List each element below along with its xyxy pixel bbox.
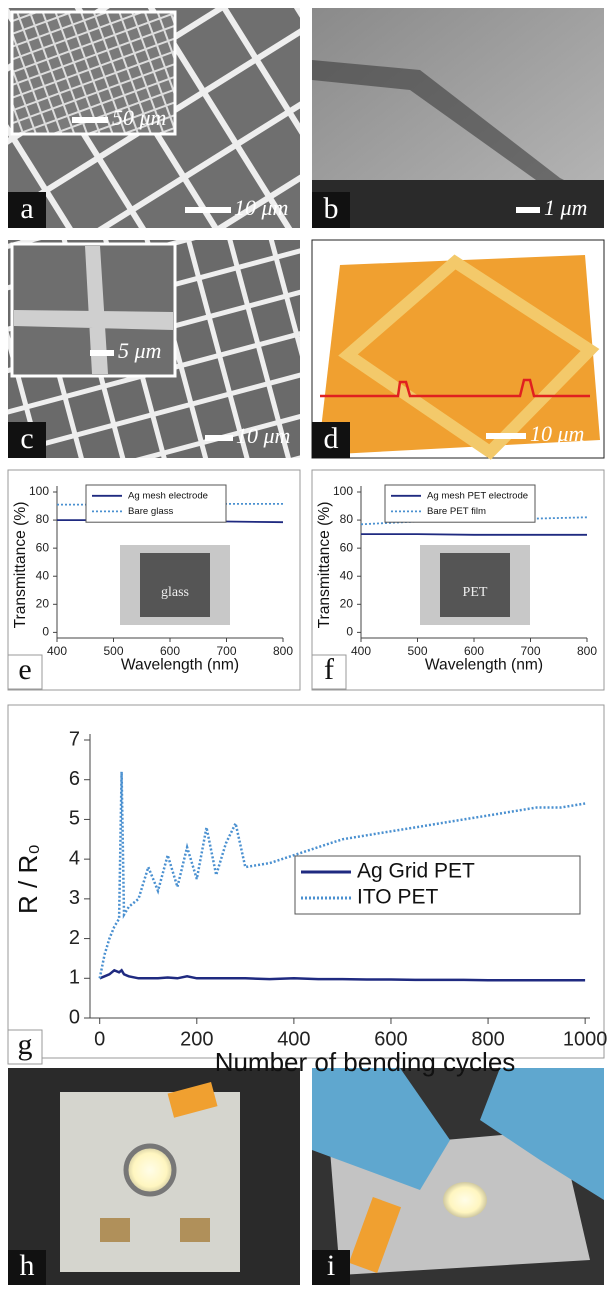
y-tick-label: 7 (69, 728, 80, 750)
x-tick-label: 200 (180, 1028, 213, 1050)
x-tick-label: 600 (464, 644, 484, 658)
y-axis-label: Transmittance (%) (316, 502, 333, 629)
scale-label: 10 μm (530, 421, 584, 446)
pad (100, 1218, 130, 1242)
oled (443, 1182, 487, 1218)
x-tick-label: 800 (577, 644, 597, 658)
x-tick-label: 400 (47, 644, 67, 658)
line (361, 534, 587, 535)
panel-label: i (327, 1249, 335, 1282)
line (100, 970, 585, 980)
panel-b: 1 μm b (312, 8, 604, 228)
panel-d: 10 μm d (312, 240, 604, 458)
photo-text: glass (161, 585, 189, 600)
panel-i: i (312, 1068, 604, 1285)
y-tick-label: 20 (36, 596, 50, 610)
y-tick-label: 4 (69, 847, 80, 869)
panel-h: h (8, 1068, 300, 1285)
scale-bar (486, 433, 526, 439)
x-tick-label: 400 (351, 644, 371, 658)
scale-bar (205, 435, 233, 441)
y-tick-label: 1 (69, 967, 80, 989)
scale-label: 1 μm (544, 195, 587, 220)
panel-label: d (324, 422, 339, 455)
y-tick-label: 2 (69, 927, 80, 949)
y-tick-label: 0 (346, 625, 353, 639)
panel-label: h (20, 1249, 35, 1282)
oled (126, 1146, 174, 1194)
panel-label: b (324, 192, 339, 225)
y-tick-label: 20 (340, 596, 354, 610)
y-tick-label: 5 (69, 808, 80, 830)
y-tick-label: 6 (69, 768, 80, 790)
y-tick-label: 0 (42, 625, 49, 639)
y-axis-label: R / R₀ (13, 844, 43, 914)
y-tick-label: 3 (69, 887, 80, 909)
x-tick-label: 500 (103, 644, 123, 658)
body: 50 μm 10 μm a 1 μm b 5 μm 10 μm c 10 μm … (0, 0, 609, 1285)
legend-label: Bare glass (128, 506, 174, 517)
panel-c: 5 μm 10 μm c (8, 240, 300, 458)
photo-text: PET (463, 585, 488, 600)
y-tick-label: 100 (333, 484, 353, 498)
panel-label: a (20, 192, 33, 225)
scale-bar (516, 207, 540, 213)
y-axis-label: Transmittance (%) (12, 502, 29, 629)
scale-bar (185, 207, 231, 213)
pad (180, 1218, 210, 1242)
legend-label: Ag mesh electrode (128, 490, 208, 501)
y-tick-label: 100 (29, 484, 49, 498)
x-tick-label: 600 (160, 644, 180, 658)
scale-label: 50 μm (112, 105, 166, 130)
scale-bar (72, 117, 108, 123)
x-axis-label: Wavelength (nm) (121, 657, 239, 674)
panel-label: g (18, 1028, 33, 1061)
legend-label: Bare PET film (427, 506, 486, 517)
x-tick-label: 800 (273, 644, 293, 658)
x-tick-label: 700 (216, 644, 236, 658)
legend-label: Ag mesh PET electrode (427, 490, 528, 501)
y-tick-label: 60 (340, 540, 354, 554)
x-tick-label: 1000 (563, 1028, 608, 1050)
panel-label: f (324, 653, 334, 686)
scale-label: 10 μm (234, 195, 288, 220)
y-tick-label: 40 (340, 568, 354, 582)
legend-label: ITO PET (357, 886, 438, 909)
y-tick-label: 0 (69, 1006, 80, 1028)
scale-label: 10 μm (236, 423, 290, 448)
y-tick-label: 80 (340, 512, 354, 526)
x-tick-label: 0 (94, 1028, 105, 1050)
page: {"panels": { "a": {"label": "a", "scale_… (0, 0, 609, 1285)
panel-label: e (18, 653, 31, 686)
x-tick-label: 700 (520, 644, 540, 658)
y-tick-label: 40 (36, 568, 50, 582)
panel-label: c (20, 422, 33, 455)
chart: PET 0 20 40 60 80 100 400 500 600 700 800 Wavelength… (312, 484, 597, 689)
scale-bar (90, 350, 114, 356)
legend-label: Ag Grid PET (357, 860, 475, 883)
x-axis-label: Number of bending cycles (215, 1047, 516, 1077)
scale-label: 5 μm (118, 338, 161, 363)
y-tick-label: 80 (36, 512, 50, 526)
figure: 50 μm 10 μm a 1 μm b 5 μm 10 μm c 10 μm … (0, 0, 609, 1285)
x-axis-label: Wavelength (nm) (425, 657, 543, 674)
x-tick-label: 500 (407, 644, 427, 658)
chart: glass 0 20 40 60 80 100 400 500 600 700 800 Waveleng… (8, 484, 293, 689)
panel-a: 50 μm 10 μm a (8, 8, 300, 228)
y-tick-label: 60 (36, 540, 50, 554)
